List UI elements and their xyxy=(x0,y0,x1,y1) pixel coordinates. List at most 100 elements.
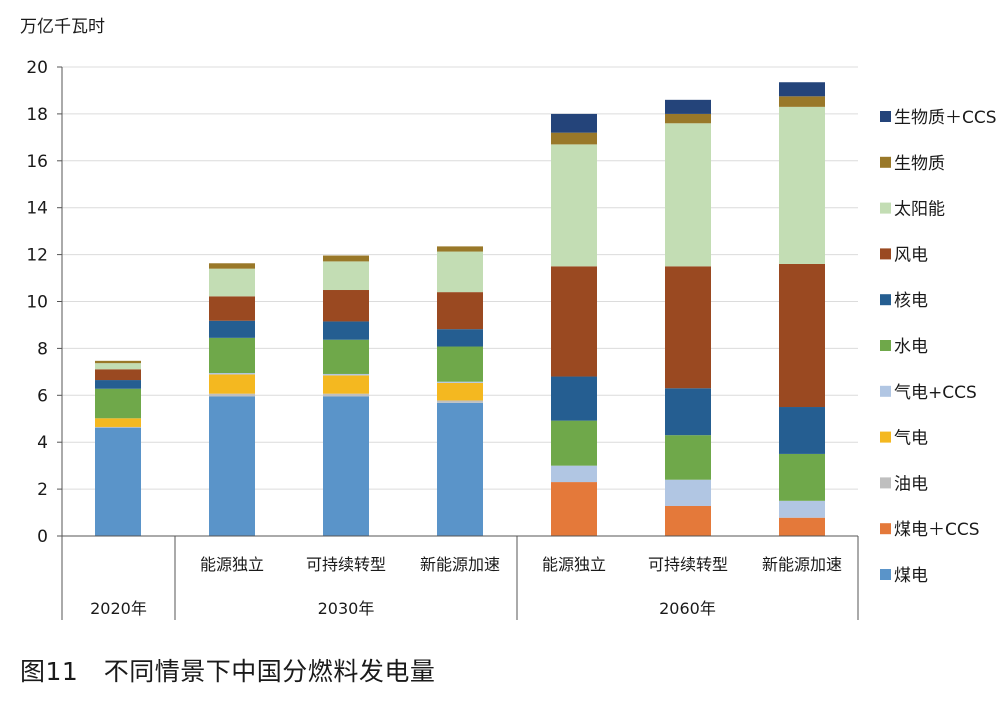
legend-label: 水电 xyxy=(894,337,928,357)
x-category-label: 新能源加速 xyxy=(420,555,500,574)
legend-label: 太阳能 xyxy=(894,200,945,220)
y-tick-label: 12 xyxy=(26,246,48,266)
bar-segment xyxy=(437,246,483,252)
bar-segment xyxy=(665,479,711,506)
bar-segment xyxy=(323,339,369,374)
y-tick-label: 10 xyxy=(26,293,48,313)
x-category-label: 能源独立 xyxy=(200,555,264,574)
legend-swatch xyxy=(880,202,891,214)
bar-segment xyxy=(437,381,483,383)
bar-segment xyxy=(95,360,141,364)
bar-segment xyxy=(323,373,369,376)
bar-segment xyxy=(779,407,825,454)
legend-swatch xyxy=(880,340,891,351)
x-group-label: 2060年 xyxy=(659,599,716,618)
bar-segment xyxy=(551,482,597,536)
bar-segment xyxy=(779,82,825,97)
bar-segment xyxy=(323,255,369,262)
bar-segment xyxy=(551,376,597,421)
legend-label: 风电 xyxy=(894,245,928,265)
bar-segment xyxy=(437,400,483,403)
legend-swatch xyxy=(880,111,891,122)
legend-swatch xyxy=(880,385,891,397)
bar-segment xyxy=(95,388,141,419)
y-tick-label: 0 xyxy=(37,527,48,547)
bar-segment xyxy=(551,132,597,145)
legend-label: 生物质 xyxy=(894,154,945,174)
bar-segment xyxy=(323,375,369,394)
bar-segment xyxy=(665,99,711,114)
bar-segment xyxy=(665,435,711,480)
bar-segment xyxy=(323,396,369,536)
y-tick-label: 4 xyxy=(37,433,48,453)
y-tick-label: 8 xyxy=(37,339,48,359)
y-tick-label: 6 xyxy=(37,386,48,406)
bar-segment xyxy=(437,402,483,536)
legend-swatch xyxy=(880,477,891,489)
bar-segment xyxy=(779,106,825,264)
bar-segment xyxy=(779,453,825,501)
bar-segment xyxy=(323,393,369,397)
bar-segment xyxy=(209,268,255,297)
y-tick-label: 18 xyxy=(26,105,48,125)
legend-swatch xyxy=(880,569,891,580)
y-tick-label: 20 xyxy=(26,58,48,78)
bar-segment xyxy=(209,296,255,321)
bar-segment xyxy=(779,263,825,408)
x-category-label: 新能源加速 xyxy=(762,555,842,574)
bar-segment xyxy=(209,263,255,269)
bar-segment xyxy=(551,465,597,483)
bar-segment xyxy=(437,329,483,347)
x-category-label: 可持续转型 xyxy=(648,555,728,574)
y-tick-label: 14 xyxy=(26,199,48,219)
bar-segment xyxy=(209,373,255,375)
y-unit-label: 万亿千瓦时 xyxy=(20,17,105,37)
bar-segment xyxy=(209,396,255,536)
bar-segment xyxy=(551,113,597,133)
legend-swatch xyxy=(880,294,891,306)
bars xyxy=(95,82,825,536)
bar-segment xyxy=(437,251,483,293)
bar-segment xyxy=(437,346,483,382)
bar-segment xyxy=(95,426,141,428)
legend-label: 油电 xyxy=(894,474,928,494)
bar-segment xyxy=(551,266,597,377)
bar-segment xyxy=(95,427,141,536)
legend-label: 生物质＋CCS xyxy=(894,108,997,128)
y-tick-label: 2 xyxy=(37,480,48,500)
legend-label: 核电 xyxy=(894,291,928,311)
bar-segment xyxy=(95,369,141,381)
bar-segment xyxy=(209,393,255,397)
bar-segment xyxy=(209,320,255,338)
bar-segment xyxy=(323,321,369,340)
bar-segment xyxy=(209,374,255,394)
legend-swatch xyxy=(880,156,891,168)
legend-swatch xyxy=(880,523,891,535)
x-category-label: 可持续转型 xyxy=(306,555,386,574)
legend-label: 气电 xyxy=(894,429,928,449)
bar-segment xyxy=(95,380,141,389)
bar-segment xyxy=(551,420,597,466)
x-group-label: 2020年 xyxy=(90,599,147,618)
legend-swatch xyxy=(880,431,891,443)
bar-segment xyxy=(665,123,711,267)
bar-segment xyxy=(95,418,141,427)
axes: 0 2 4 6 8 10 12 14 16 18 20 2020年 2030年 2060年 能源独立 可持续转… xyxy=(26,58,859,620)
bar-segment xyxy=(437,292,483,330)
bar-segment xyxy=(323,290,369,322)
bar-segment xyxy=(437,382,483,401)
bar-segment xyxy=(779,500,825,518)
bar-segment xyxy=(665,266,711,389)
bar-segment xyxy=(95,363,141,370)
bar-segment xyxy=(665,113,711,124)
legend-label: 煤电 xyxy=(894,566,928,586)
y-tick-label: 16 xyxy=(26,152,48,172)
legend-label: 煤电＋CCS xyxy=(894,520,980,540)
bar-segment xyxy=(209,337,255,374)
bar-segment xyxy=(551,144,597,267)
bar-segment xyxy=(779,96,825,107)
bar-segment xyxy=(665,388,711,436)
bar-segment xyxy=(779,517,825,536)
bar-segment xyxy=(665,505,711,536)
